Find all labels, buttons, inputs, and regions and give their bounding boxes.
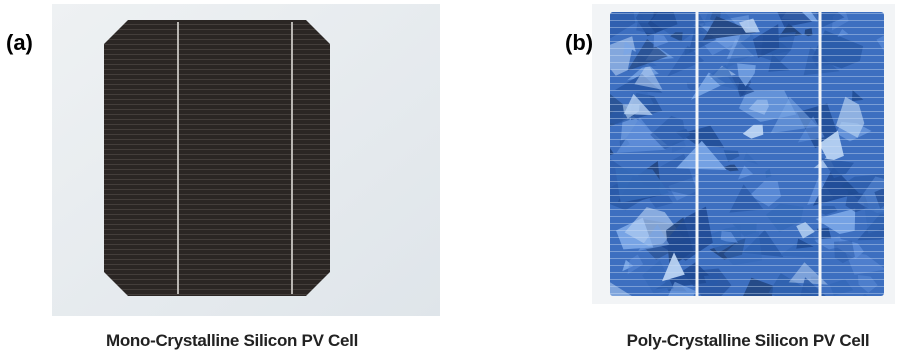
panel-label: (a): [6, 30, 33, 55]
finger-lines: [610, 12, 884, 296]
figure: (a) (b) Mono-Crystalline Silicon PV Cell…: [0, 0, 906, 356]
caption: Poly-Crystalline Silicon PV Cell: [627, 331, 870, 350]
mono-cell: [104, 20, 330, 296]
caption: Mono-Crystalline Silicon PV Cell: [106, 331, 358, 350]
figure-canvas: (a) (b) Mono-Crystalline Silicon PV Cell…: [0, 0, 906, 356]
panel-label: (b): [565, 30, 593, 55]
